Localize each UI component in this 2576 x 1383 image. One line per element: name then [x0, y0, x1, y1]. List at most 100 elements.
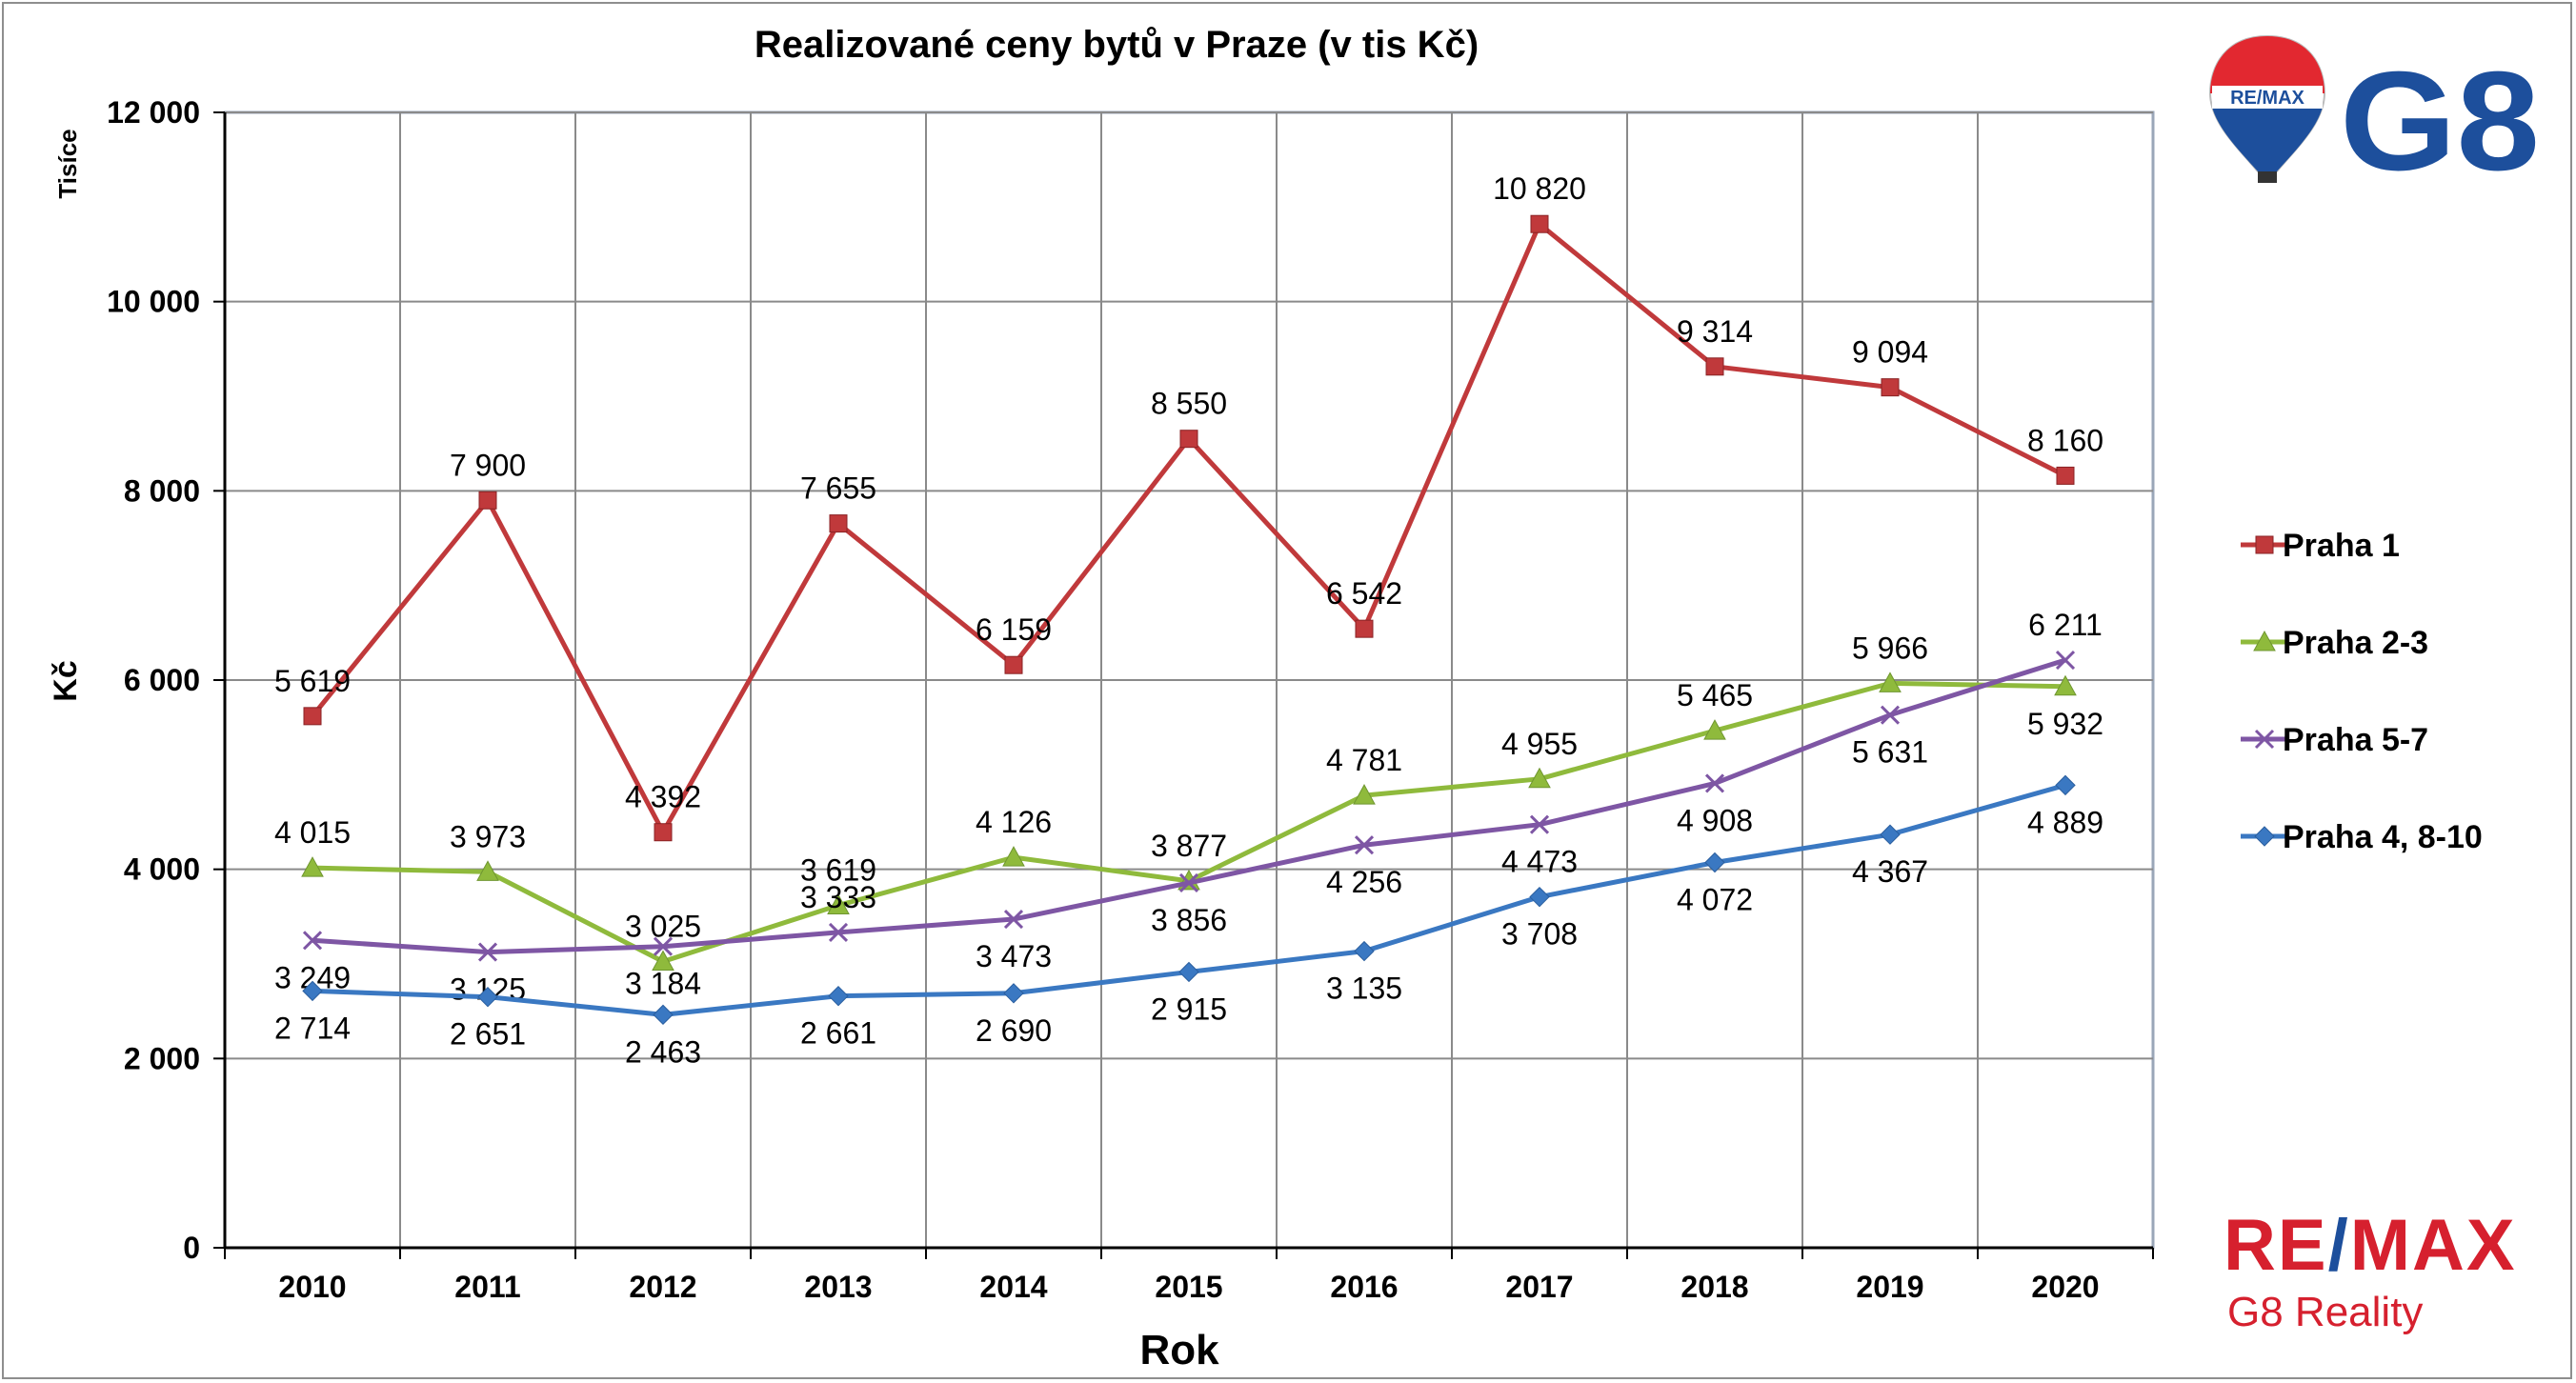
- square-marker: [303, 707, 322, 726]
- chart-title: Realizované ceny bytů v Praze (v tis Kč): [755, 24, 1479, 66]
- data-label: 3 184: [625, 967, 701, 1001]
- y-tick-label: 2 000: [124, 1041, 200, 1075]
- data-label: 5 619: [274, 664, 351, 698]
- data-label: 6 542: [1326, 576, 1402, 611]
- data-label: 5 966: [1852, 631, 1928, 665]
- x-marker: [828, 922, 849, 942]
- diamond-marker: [302, 980, 323, 1002]
- triangle-marker: [476, 860, 499, 881]
- diamond-marker-shape: [828, 985, 849, 1007]
- data-label: 2 651: [450, 1017, 526, 1052]
- triangle-marker: [1002, 846, 1025, 867]
- square-marker: [1004, 655, 1023, 674]
- y-tick-label: 8 000: [124, 473, 200, 508]
- data-label: 5 465: [1677, 678, 1753, 712]
- legend-entry: Praha 1: [2241, 528, 2400, 564]
- x-tick-label: 2015: [1155, 1270, 1222, 1304]
- x-tick-label: 2014: [979, 1270, 1047, 1304]
- data-label: 6 211: [2028, 608, 2103, 642]
- legend-label: Praha 2-3: [2283, 625, 2428, 661]
- data-label: 9 094: [1852, 335, 1928, 370]
- data-label: 4 473: [1501, 845, 1578, 879]
- y-axis-title: Kč: [48, 660, 84, 701]
- data-label: 4 955: [1501, 727, 1578, 761]
- y-tick-label: 6 000: [124, 663, 200, 697]
- x-marker-stroke: [477, 942, 498, 962]
- data-label: 9 314: [1677, 314, 1753, 349]
- triangle-marker: [827, 893, 850, 915]
- legend-label: Praha 1: [2283, 528, 2400, 564]
- legend: Praha 1 Praha 2-3 Praha 5-7 Praha 4, 8-10: [2241, 528, 2483, 855]
- data-label: 4 015: [274, 815, 351, 850]
- data-label: 8 550: [1151, 387, 1227, 421]
- diamond-marker-shape: [1178, 961, 1199, 983]
- diamond-marker: [1354, 940, 1375, 962]
- data-label: 6 159: [976, 612, 1052, 647]
- triangle-marker-shape: [2253, 630, 2276, 651]
- x-marker: [2254, 729, 2275, 750]
- x-marker-stroke: [2254, 729, 2275, 750]
- data-label: 7 655: [800, 471, 876, 506]
- square-marker-shape: [303, 707, 322, 726]
- x-marker: [1003, 909, 1024, 930]
- x-marker: [302, 931, 323, 951]
- x-marker-stroke: [653, 936, 674, 956]
- data-label: 4 072: [1677, 883, 1753, 917]
- x-marker-stroke: [1880, 705, 1901, 725]
- g8-reality-text: G8 Reality: [2227, 1289, 2424, 1335]
- data-label: 3 473: [976, 939, 1052, 973]
- square-marker-shape: [654, 823, 673, 842]
- square-marker: [1705, 357, 1724, 376]
- triangle-marker-shape: [301, 856, 324, 877]
- data-label: 4 367: [1852, 854, 1928, 889]
- x-tick-label: 2011: [454, 1270, 520, 1304]
- triangle-marker: [2253, 630, 2276, 651]
- triangle-marker-shape: [1703, 719, 1726, 740]
- data-label: 4 392: [625, 780, 701, 814]
- square-marker-shape: [1355, 619, 1374, 638]
- triangle-marker-shape: [2054, 674, 2077, 696]
- diamond-marker: [2254, 826, 2275, 847]
- diamond-marker: [1880, 824, 1901, 845]
- x-marker: [477, 942, 498, 962]
- x-marker-stroke: [1178, 872, 1199, 893]
- diamond-marker-shape: [2254, 826, 2275, 847]
- x-tick-label: 2016: [1330, 1270, 1398, 1304]
- diamond-marker: [1003, 983, 1024, 1004]
- data-label: 7 900: [450, 448, 526, 482]
- x-marker-stroke: [1529, 814, 1550, 834]
- diamond-marker: [477, 986, 498, 1008]
- square-marker: [654, 823, 673, 842]
- diamond-marker-shape: [1354, 940, 1375, 962]
- x-axis-title: Rok: [1139, 1327, 1219, 1373]
- diamond-marker: [1704, 852, 1725, 873]
- data-label: 3 856: [1151, 903, 1227, 937]
- triangle-marker: [1879, 671, 1902, 692]
- square-marker: [829, 514, 848, 533]
- square-marker: [1881, 378, 1900, 397]
- x-tick-label: 2012: [629, 1270, 696, 1304]
- diamond-marker: [1529, 886, 1550, 908]
- x-marker: [1704, 773, 1725, 793]
- x-tick-label: 2010: [278, 1270, 346, 1304]
- triangle-marker-shape: [476, 860, 499, 881]
- legend-entry: Praha 4, 8-10: [2241, 819, 2483, 855]
- x-marker: [653, 936, 674, 956]
- data-label: 5 932: [2027, 707, 2103, 741]
- triangle-marker-shape: [827, 893, 850, 915]
- data-label: 2 690: [976, 1013, 1052, 1048]
- square-marker: [478, 491, 497, 510]
- data-label: 3 877: [1151, 829, 1227, 863]
- data-label: 4 908: [1677, 803, 1753, 837]
- x-tick-label: 2018: [1680, 1270, 1748, 1304]
- square-marker: [1355, 619, 1374, 638]
- triangle-marker-shape: [1002, 846, 1025, 867]
- diamond-marker-shape: [302, 980, 323, 1002]
- plot-area: 0 2 000 4 000 6 000 8 000 10 000 12 000 2010 201…: [107, 95, 2155, 1304]
- x-marker-stroke: [302, 931, 323, 951]
- x-marker-stroke: [1354, 835, 1375, 855]
- y-tick-label: 10 000: [107, 285, 200, 319]
- data-label: 4 126: [976, 805, 1052, 839]
- legend-entry: Praha 5-7: [2241, 722, 2428, 758]
